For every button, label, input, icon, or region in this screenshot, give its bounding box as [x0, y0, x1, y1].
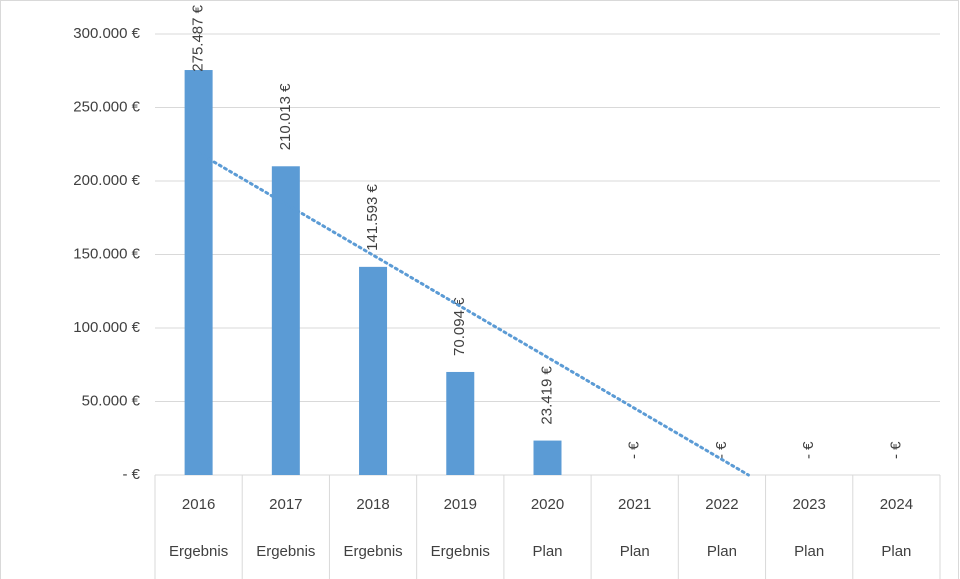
value-label: - €	[887, 441, 904, 459]
y-tick-label: 200.000 €	[73, 172, 140, 189]
trendline	[197, 151, 750, 477]
value-label: 23.419 €	[538, 366, 555, 425]
x-tick-label: 2017	[269, 496, 302, 513]
y-tick-label: 100.000 €	[73, 319, 140, 336]
bar	[184, 70, 213, 475]
x-group-label: Plan	[881, 543, 911, 560]
bar	[446, 371, 475, 475]
x-group-label: Plan	[794, 543, 824, 560]
x-group-label: Ergebnis	[169, 543, 228, 560]
y-tick-label: 150.000 €	[73, 245, 140, 262]
value-label: 210.013 €	[277, 83, 294, 150]
value-label: 141.593 €	[364, 183, 381, 250]
value-label: - €	[713, 441, 730, 459]
value-label: 275.487 €	[190, 4, 207, 71]
value-label: 70.094 €	[451, 297, 468, 356]
x-tick-label: 2019	[444, 496, 477, 513]
value-label: - €	[626, 441, 643, 459]
y-tick-label: - €	[122, 466, 140, 483]
x-tick-label: 2023	[792, 496, 825, 513]
x-group-label: Ergebnis	[343, 543, 402, 560]
y-tick-label: 250.000 €	[73, 98, 140, 115]
x-tick-label: 2018	[356, 496, 389, 513]
bar	[359, 266, 388, 475]
x-group-label: Plan	[620, 543, 650, 560]
x-group-label: Plan	[707, 543, 737, 560]
x-group-label: Plan	[532, 543, 562, 560]
x-tick-label: 2016	[182, 496, 215, 513]
y-tick-label: 300.000 €	[73, 25, 140, 42]
bar	[533, 440, 562, 475]
x-tick-label: 2021	[618, 496, 651, 513]
x-group-label: Ergebnis	[431, 543, 490, 560]
x-tick-label: 2024	[880, 496, 913, 513]
x-tick-label: 2022	[705, 496, 738, 513]
x-tick-label: 2020	[531, 496, 564, 513]
bar	[271, 166, 300, 475]
value-label: - €	[800, 441, 817, 459]
x-group-label: Ergebnis	[256, 543, 315, 560]
y-tick-label: 50.000 €	[82, 392, 141, 409]
